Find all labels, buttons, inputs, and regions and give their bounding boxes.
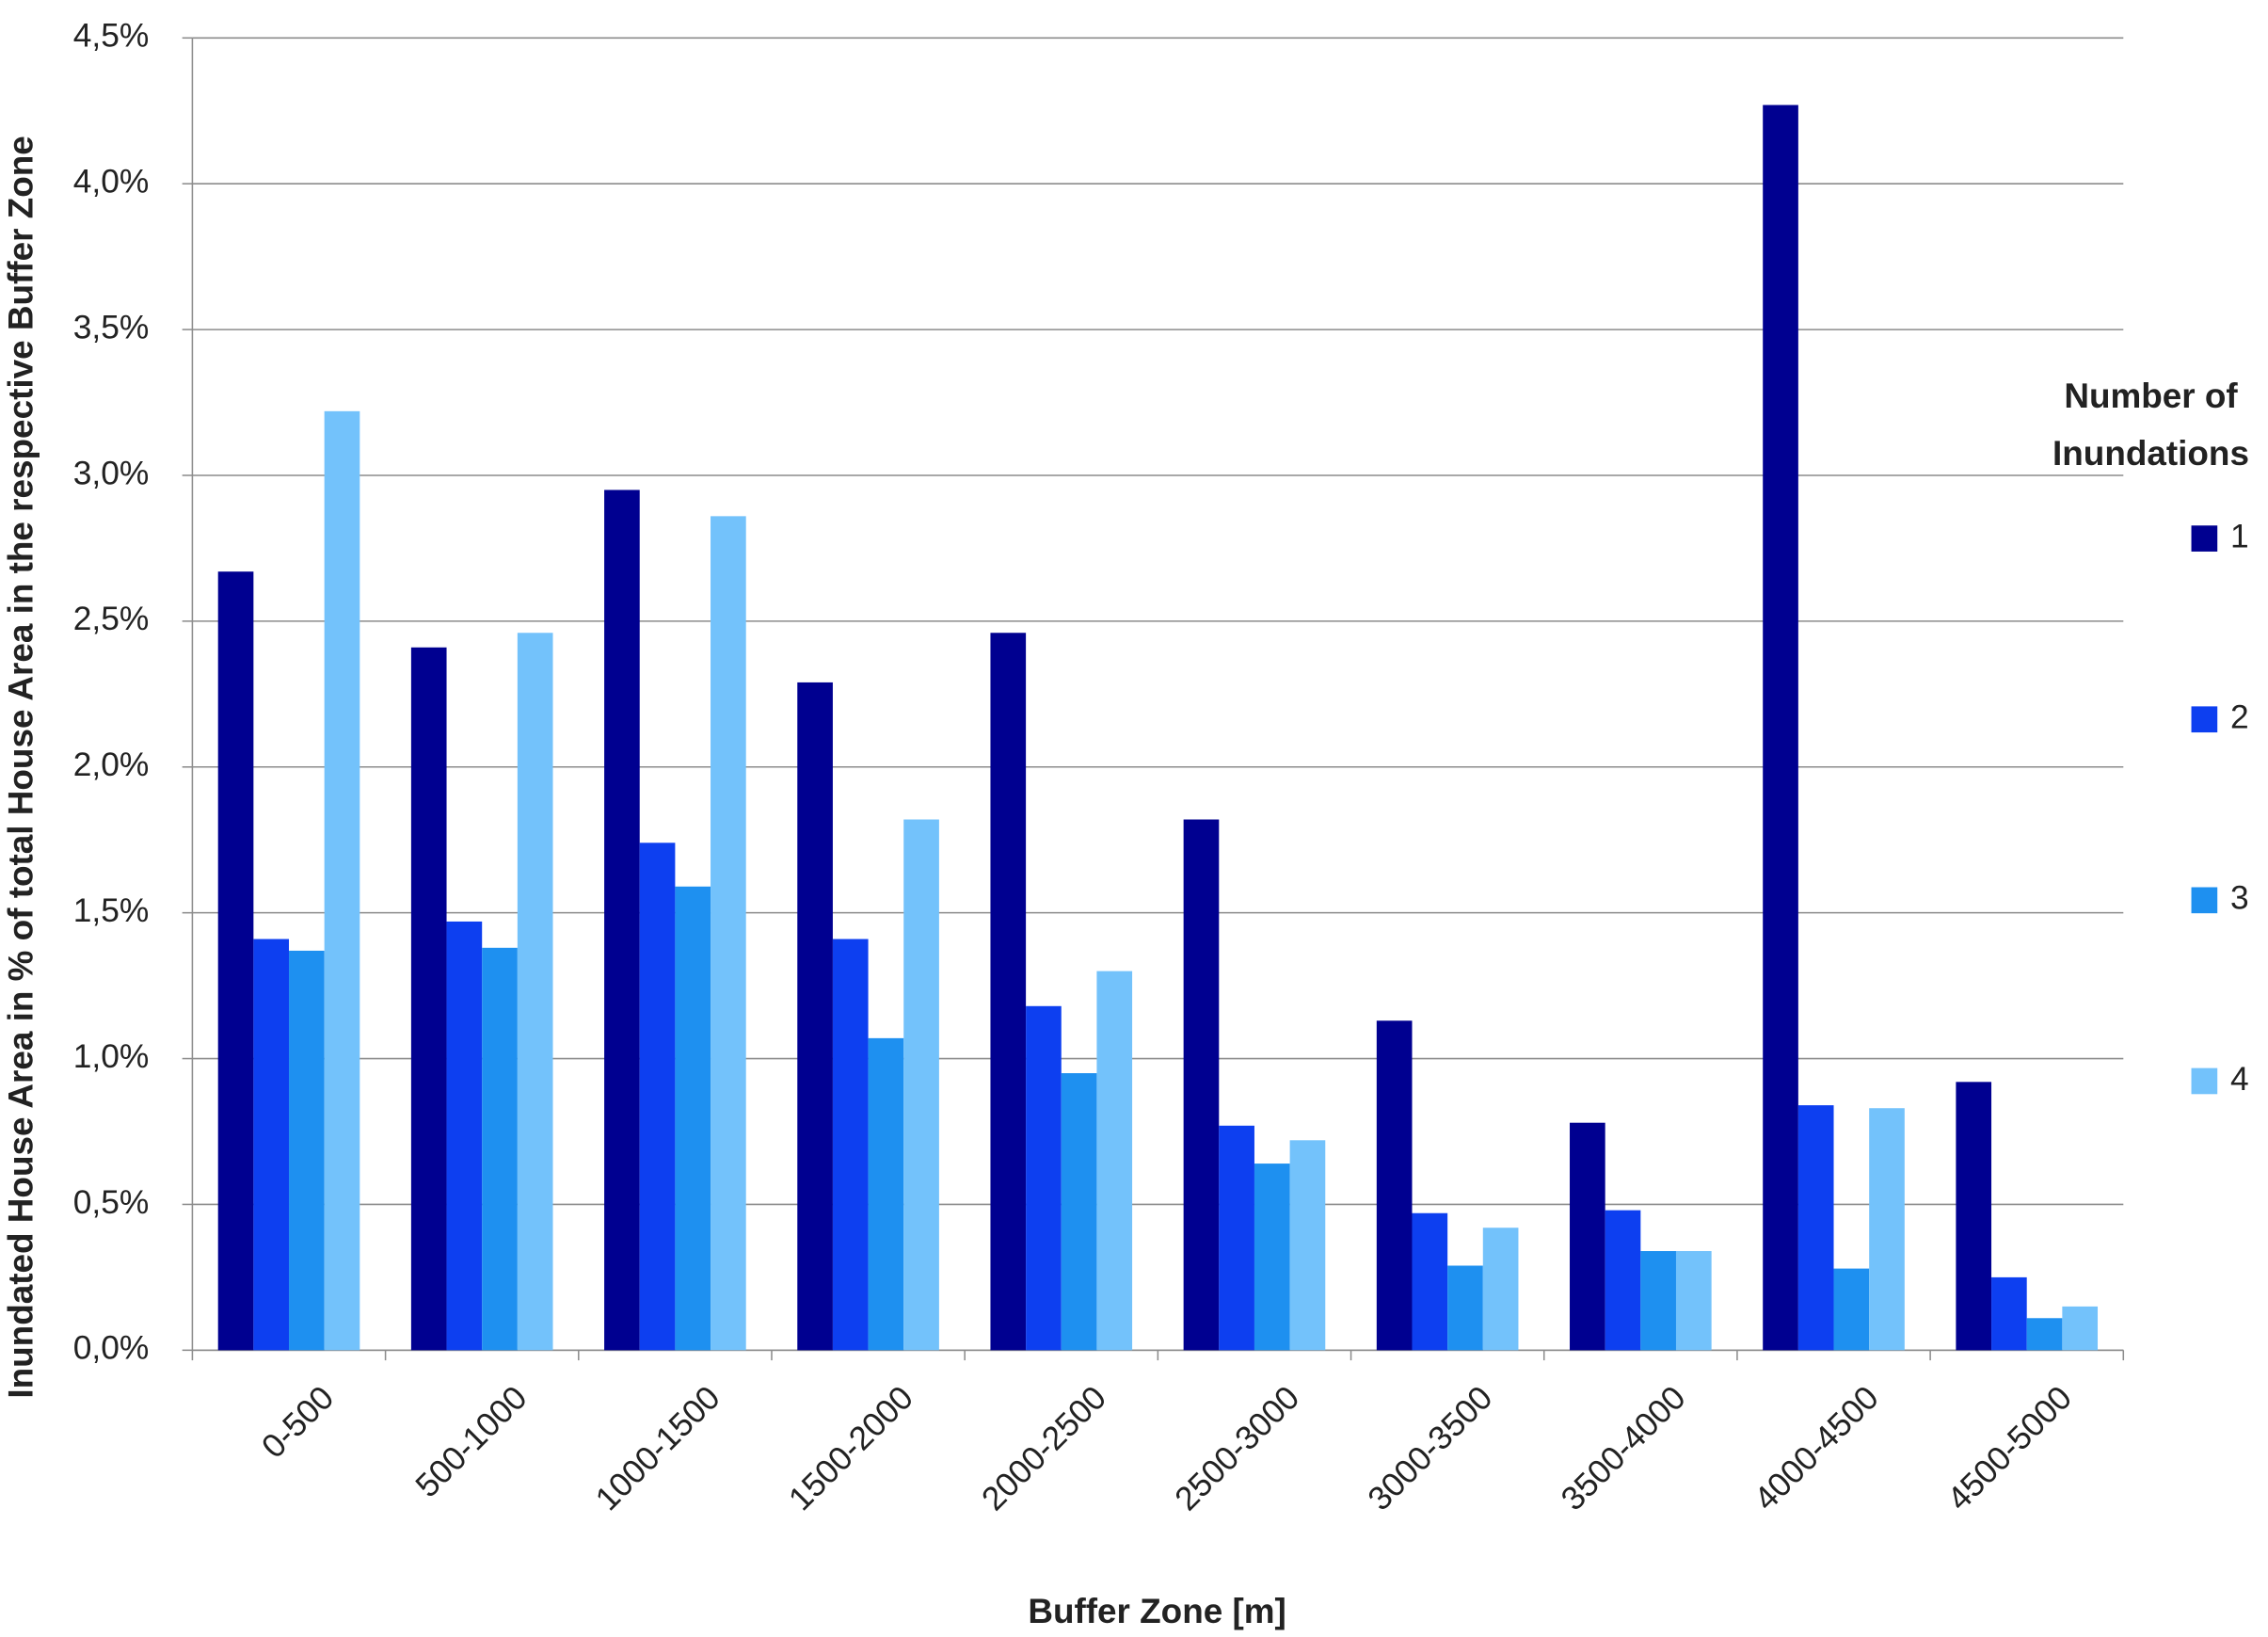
bar <box>604 489 640 1351</box>
x-tick-label: 1500-2000 <box>782 1379 920 1517</box>
bar <box>482 947 518 1351</box>
bar <box>711 516 746 1351</box>
bar <box>1026 1005 1062 1351</box>
bar <box>1833 1268 1870 1351</box>
legend-label: 3 <box>2230 880 2249 917</box>
x-tick-label: 3000-3500 <box>1361 1379 1499 1517</box>
x-tick-label: 500-1000 <box>408 1379 534 1504</box>
legend-swatch <box>2191 887 2218 914</box>
bar <box>1797 1105 1834 1351</box>
x-tick-label: 3500-4000 <box>1555 1379 1693 1517</box>
y-axis-title: Inundated House Area in % of total House… <box>1 136 40 1398</box>
bar <box>324 410 360 1351</box>
bar <box>517 633 553 1351</box>
bar <box>797 682 833 1351</box>
x-tick-label: 2000-2500 <box>975 1379 1113 1517</box>
bar <box>990 633 1027 1351</box>
bar <box>1640 1251 1676 1351</box>
bar <box>1254 1164 1290 1351</box>
bar <box>675 886 711 1351</box>
bar <box>1570 1122 1605 1351</box>
legend-swatch <box>2191 706 2218 733</box>
bar <box>446 921 483 1351</box>
bar <box>1482 1228 1519 1351</box>
bar <box>217 571 254 1351</box>
legend-swatch <box>2191 525 2218 552</box>
legend-label: 1 <box>2230 518 2249 554</box>
y-tick-label: 0,0% <box>73 1330 150 1367</box>
bar <box>1289 1140 1326 1351</box>
bar <box>832 939 869 1351</box>
bar <box>1412 1212 1448 1351</box>
bar <box>639 843 676 1351</box>
bar <box>1447 1265 1483 1351</box>
bar <box>1183 819 1220 1351</box>
legend-swatch <box>2191 1067 2218 1095</box>
bar <box>1869 1108 1905 1351</box>
bar <box>1675 1251 1712 1351</box>
bar <box>253 939 290 1351</box>
y-tick-label: 4,5% <box>73 18 150 55</box>
x-tick-label: 4500-5000 <box>1941 1379 2079 1517</box>
bar <box>289 950 325 1351</box>
y-tick-label: 4,0% <box>73 164 150 201</box>
y-tick-label: 1,5% <box>73 892 150 929</box>
bar <box>1219 1125 1254 1351</box>
x-axis-title: Buffer Zone [m] <box>1028 1592 1286 1630</box>
bar <box>1991 1276 2027 1351</box>
legend-label: 2 <box>2230 699 2249 736</box>
bar <box>1096 971 1133 1351</box>
y-tick-label: 1,0% <box>73 1038 150 1075</box>
y-tick-label: 3,5% <box>73 309 150 345</box>
bar <box>868 1037 904 1351</box>
bar <box>1061 1073 1097 1351</box>
x-tick-label: 1000-1500 <box>589 1379 727 1517</box>
bar <box>2026 1318 2063 1351</box>
bar <box>903 819 939 1351</box>
legend-title: Number of <box>2064 377 2238 415</box>
y-tick-label: 2,0% <box>73 746 150 783</box>
y-tick-label: 0,5% <box>73 1184 150 1221</box>
bar <box>2062 1306 2099 1351</box>
x-tick-label: 0-500 <box>255 1379 342 1466</box>
y-tick-label: 3,0% <box>73 455 150 491</box>
legend-title: Inundations <box>2052 434 2249 473</box>
x-tick-label: 2500-3000 <box>1168 1379 1306 1517</box>
bar <box>1763 104 1798 1351</box>
bar <box>1956 1082 1992 1351</box>
bar <box>1605 1210 1641 1351</box>
x-tick-label: 4000-4500 <box>1748 1379 1886 1517</box>
bar <box>1376 1020 1413 1351</box>
y-tick-label: 2,5% <box>73 601 150 637</box>
legend-label: 4 <box>2230 1061 2249 1098</box>
bar <box>410 647 447 1351</box>
